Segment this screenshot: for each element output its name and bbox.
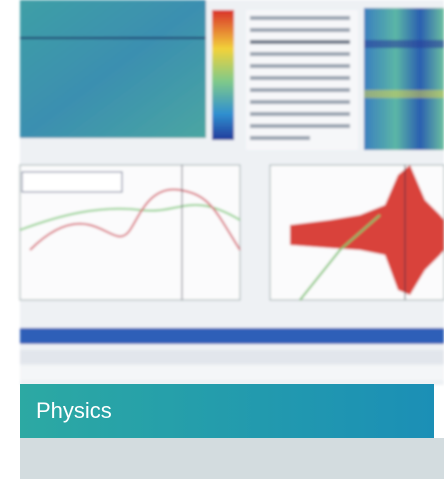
legend-row bbox=[250, 112, 350, 116]
page: {"caption": "Physics"} bbox=[0, 0, 444, 479]
table-header bbox=[20, 350, 444, 364]
legend-row bbox=[250, 64, 350, 68]
plot-note bbox=[22, 172, 122, 192]
legend-row bbox=[250, 52, 350, 56]
table-row bbox=[20, 366, 444, 380]
legend-row bbox=[250, 76, 350, 80]
screenshot bbox=[20, 0, 444, 385]
heatmap bbox=[20, 0, 206, 138]
colorbar bbox=[212, 10, 234, 140]
legend-row bbox=[250, 88, 350, 92]
legend-row bbox=[250, 136, 310, 140]
heatmap-band bbox=[364, 90, 444, 98]
legend-row bbox=[250, 100, 350, 104]
legend-row bbox=[250, 28, 350, 32]
legend-list bbox=[246, 10, 358, 150]
heatmap-band bbox=[364, 40, 444, 48]
heatmap-right bbox=[364, 8, 444, 150]
toolbar bbox=[20, 328, 444, 344]
legend-row bbox=[250, 16, 350, 20]
legend-row bbox=[250, 124, 350, 128]
footer-band bbox=[20, 438, 444, 479]
legend-row bbox=[250, 40, 350, 44]
card: Physics bbox=[0, 0, 444, 479]
caption: Physics bbox=[36, 398, 112, 423]
